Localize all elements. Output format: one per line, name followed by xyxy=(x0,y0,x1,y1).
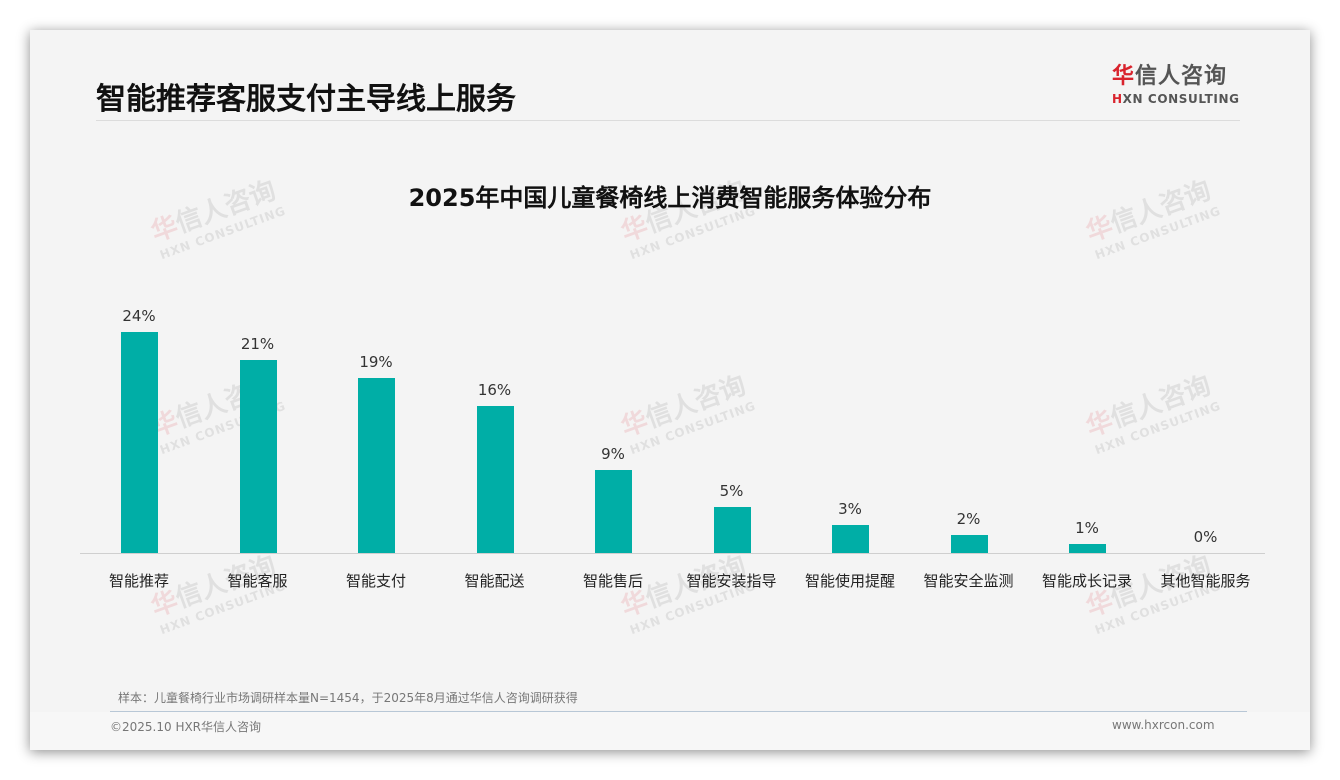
logo-cn-accent: 华 xyxy=(1112,64,1136,89)
bar-group: 3% 智能使用提醒 xyxy=(791,290,909,590)
category-label: 智能客服 xyxy=(227,572,288,590)
footer-divider xyxy=(110,711,1247,712)
bar-value-label: 24% xyxy=(122,307,156,325)
bar-value-label: 0% xyxy=(1193,528,1218,546)
bar xyxy=(1069,544,1106,553)
brand-logo: 华信人咨询 HXN CONSULTING xyxy=(1112,64,1242,106)
category-label: 其他智能服务 xyxy=(1160,572,1251,590)
category-label: 智能安装指导 xyxy=(686,572,777,590)
bar-value-label: 9% xyxy=(601,445,625,463)
bar-value-label: 21% xyxy=(240,335,275,353)
logo-cn: 华信人咨询 xyxy=(1112,64,1242,90)
x-axis-line xyxy=(80,553,1265,554)
category-label: 智能安全监测 xyxy=(923,572,1014,590)
bar xyxy=(358,378,395,553)
bar-value-label: 19% xyxy=(359,353,393,371)
category-label: 智能使用提醒 xyxy=(804,572,895,590)
bar-value-label: 16% xyxy=(477,381,512,399)
bar-group: 5% 智能安装指导 xyxy=(673,290,791,590)
source-note: 样本：儿童餐椅行业市场调研样本量N=1454，于2025年8月通过华信人咨询调研… xyxy=(118,691,578,705)
bar-value-label: 2% xyxy=(956,510,981,528)
bar-group: 0% 其他智能服务 xyxy=(1147,290,1265,590)
logo-en: HXN CONSULTING xyxy=(1112,92,1242,106)
bar xyxy=(595,470,632,553)
bar xyxy=(950,535,988,553)
logo-cn-text: 信人咨询 xyxy=(1135,64,1228,89)
bar xyxy=(713,507,751,553)
bar-group: 9% 智能售后 xyxy=(554,290,672,590)
bar-group: 21% 智能客服 xyxy=(199,290,317,590)
category-label: 智能推荐 xyxy=(108,572,169,590)
slide: 智能推荐客服支付主导线上服务 华信人咨询 HXN CONSULTING 华信人咨… xyxy=(30,30,1310,750)
logo-en-accent: H xyxy=(1112,92,1123,106)
category-label: 智能成长记录 xyxy=(1041,572,1132,590)
bar xyxy=(239,360,277,553)
bar-value-label: 3% xyxy=(838,500,862,518)
footer: ©2025.10 HXR华信人咨询 www.hxrcon.com xyxy=(30,712,1310,750)
bar xyxy=(476,406,514,553)
page-title: 智能推荐客服支付主导线上服务 xyxy=(96,82,516,117)
category-label: 智能售后 xyxy=(582,572,643,590)
bar-value-label: 5% xyxy=(719,482,744,500)
website-link: www.hxrcon.com xyxy=(1112,718,1215,732)
category-label: 智能配送 xyxy=(464,572,525,590)
bar xyxy=(121,332,158,553)
bar-group: 1% 智能成长记录 xyxy=(1028,290,1146,590)
bar-group: 2% 智能安全监测 xyxy=(910,290,1028,590)
bar-group: 19% 智能支付 xyxy=(317,290,435,590)
bar xyxy=(832,525,869,553)
bar-chart: 24% 智能推荐 21% 智能客服 19% 智能支付 16% 智能配送 9% 智能售后 5% 智能安装… xyxy=(80,290,1265,590)
bar-group: 16% 智能配送 xyxy=(436,290,554,590)
header-divider xyxy=(96,120,1240,121)
bar-group: 24% 智能推荐 xyxy=(80,290,198,590)
logo-en-text: XN CONSULTING xyxy=(1122,92,1240,106)
chart-title: 2025年中国儿童餐椅线上消费智能服务体验分布 xyxy=(408,184,932,212)
copyright: ©2025.10 HXR华信人咨询 xyxy=(110,720,262,734)
bar-value-label: 1% xyxy=(1075,519,1099,537)
category-label: 智能支付 xyxy=(345,572,406,590)
